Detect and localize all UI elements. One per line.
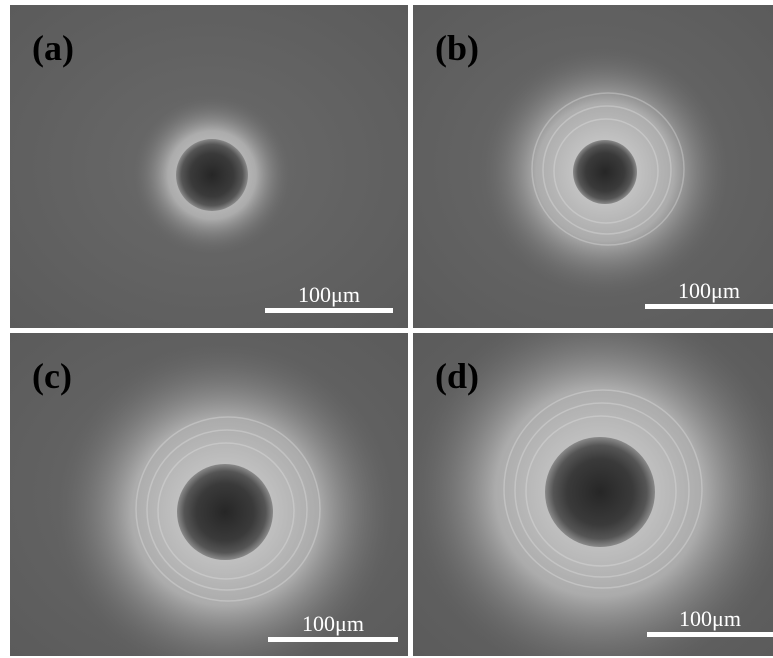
panel-label: (a) bbox=[32, 28, 74, 68]
sem-panel: (b) 100μm bbox=[413, 5, 773, 328]
page: (a)100μm(b)100μm(c)100μm(d)100μm (() => … bbox=[0, 0, 773, 658]
scale-bar-label: 100μm bbox=[302, 611, 364, 636]
panel-content: (a) 100μm bbox=[10, 5, 408, 328]
scale-bar-label: 100μm bbox=[679, 606, 741, 631]
panel-content: (c) 100μm bbox=[10, 333, 408, 658]
crater-hole bbox=[545, 437, 655, 547]
scale-bar bbox=[647, 632, 773, 637]
scale-bar-label: 100μm bbox=[298, 282, 360, 307]
panel-label: (b) bbox=[435, 28, 479, 68]
panel-label: (d) bbox=[435, 356, 479, 396]
scale-bar bbox=[645, 304, 773, 309]
panel-content: (d) 100μm bbox=[410, 302, 773, 658]
panel-label: (c) bbox=[32, 356, 72, 396]
figure: (a) 100μm (b) 100μm (c) 100μm (d) 100μm bbox=[0, 0, 773, 658]
sem-panel: (a) 100μm bbox=[10, 5, 408, 328]
crater-hole bbox=[176, 139, 248, 211]
scale-bar bbox=[265, 308, 393, 313]
scale-bar bbox=[268, 637, 398, 642]
panel-content: (b) 100μm bbox=[413, 5, 773, 328]
crater-hole bbox=[573, 140, 637, 204]
crater-hole bbox=[177, 464, 273, 560]
sem-panel: (c) 100μm bbox=[10, 333, 408, 658]
scale-bar-label: 100μm bbox=[678, 278, 740, 303]
sem-panel: (d) 100μm bbox=[410, 302, 773, 658]
